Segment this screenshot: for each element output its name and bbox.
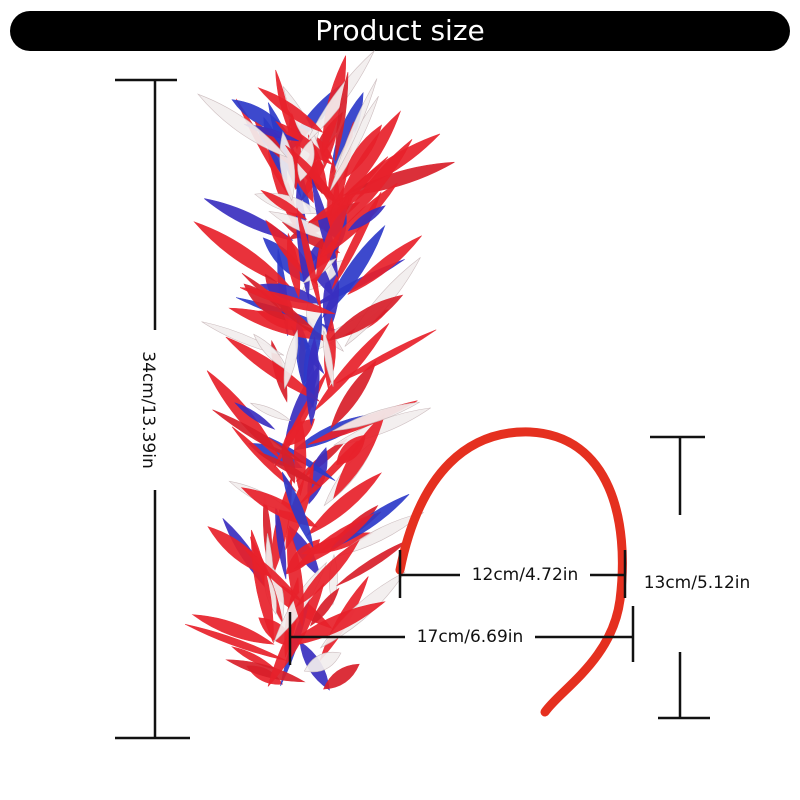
feather — [314, 192, 350, 284]
feather — [303, 651, 342, 673]
headband — [395, 427, 627, 717]
feather — [225, 659, 306, 683]
feather — [283, 601, 386, 648]
feather — [281, 443, 296, 484]
feather — [253, 333, 289, 371]
feather — [332, 401, 420, 432]
feather — [234, 402, 276, 430]
band-height-rule — [650, 435, 710, 720]
feather — [251, 529, 274, 643]
feather — [282, 418, 315, 447]
band-height-label: 13cm/5.12in — [644, 573, 751, 593]
feather — [197, 93, 288, 158]
feather — [283, 329, 299, 390]
feather — [336, 435, 366, 466]
feather — [336, 512, 424, 557]
feather — [285, 145, 334, 197]
feather — [279, 131, 296, 202]
feather — [328, 294, 404, 342]
feather — [306, 336, 320, 426]
feather — [347, 205, 386, 231]
feather — [309, 587, 340, 627]
band-width-rule — [398, 550, 627, 598]
feather — [225, 336, 320, 402]
title: Product size — [315, 14, 485, 47]
feather — [249, 402, 292, 422]
feather-cluster — [185, 50, 455, 691]
feather — [335, 72, 349, 161]
feather — [185, 623, 287, 661]
feather — [336, 329, 437, 384]
height-rule — [115, 78, 190, 740]
feather — [306, 472, 382, 536]
feather — [286, 232, 301, 299]
band-width-label: 12cm/4.72in — [472, 565, 579, 585]
feather — [322, 330, 334, 387]
feather — [342, 124, 383, 180]
feather — [281, 471, 314, 548]
feather — [307, 187, 371, 224]
feather — [347, 235, 422, 295]
feather — [257, 87, 324, 133]
title-banner — [10, 11, 790, 51]
feather — [293, 513, 375, 570]
feather — [193, 221, 292, 288]
total-width-label: 17cm/6.69in — [417, 627, 524, 647]
feather — [260, 189, 308, 220]
feather — [305, 50, 375, 144]
total-width-rule — [288, 606, 635, 665]
feather — [191, 614, 275, 645]
height-label: 34cm/13.39in — [138, 351, 158, 468]
feather — [239, 287, 336, 315]
feather — [334, 78, 378, 177]
feather — [287, 527, 304, 627]
feather — [231, 426, 297, 492]
feather — [323, 663, 360, 690]
